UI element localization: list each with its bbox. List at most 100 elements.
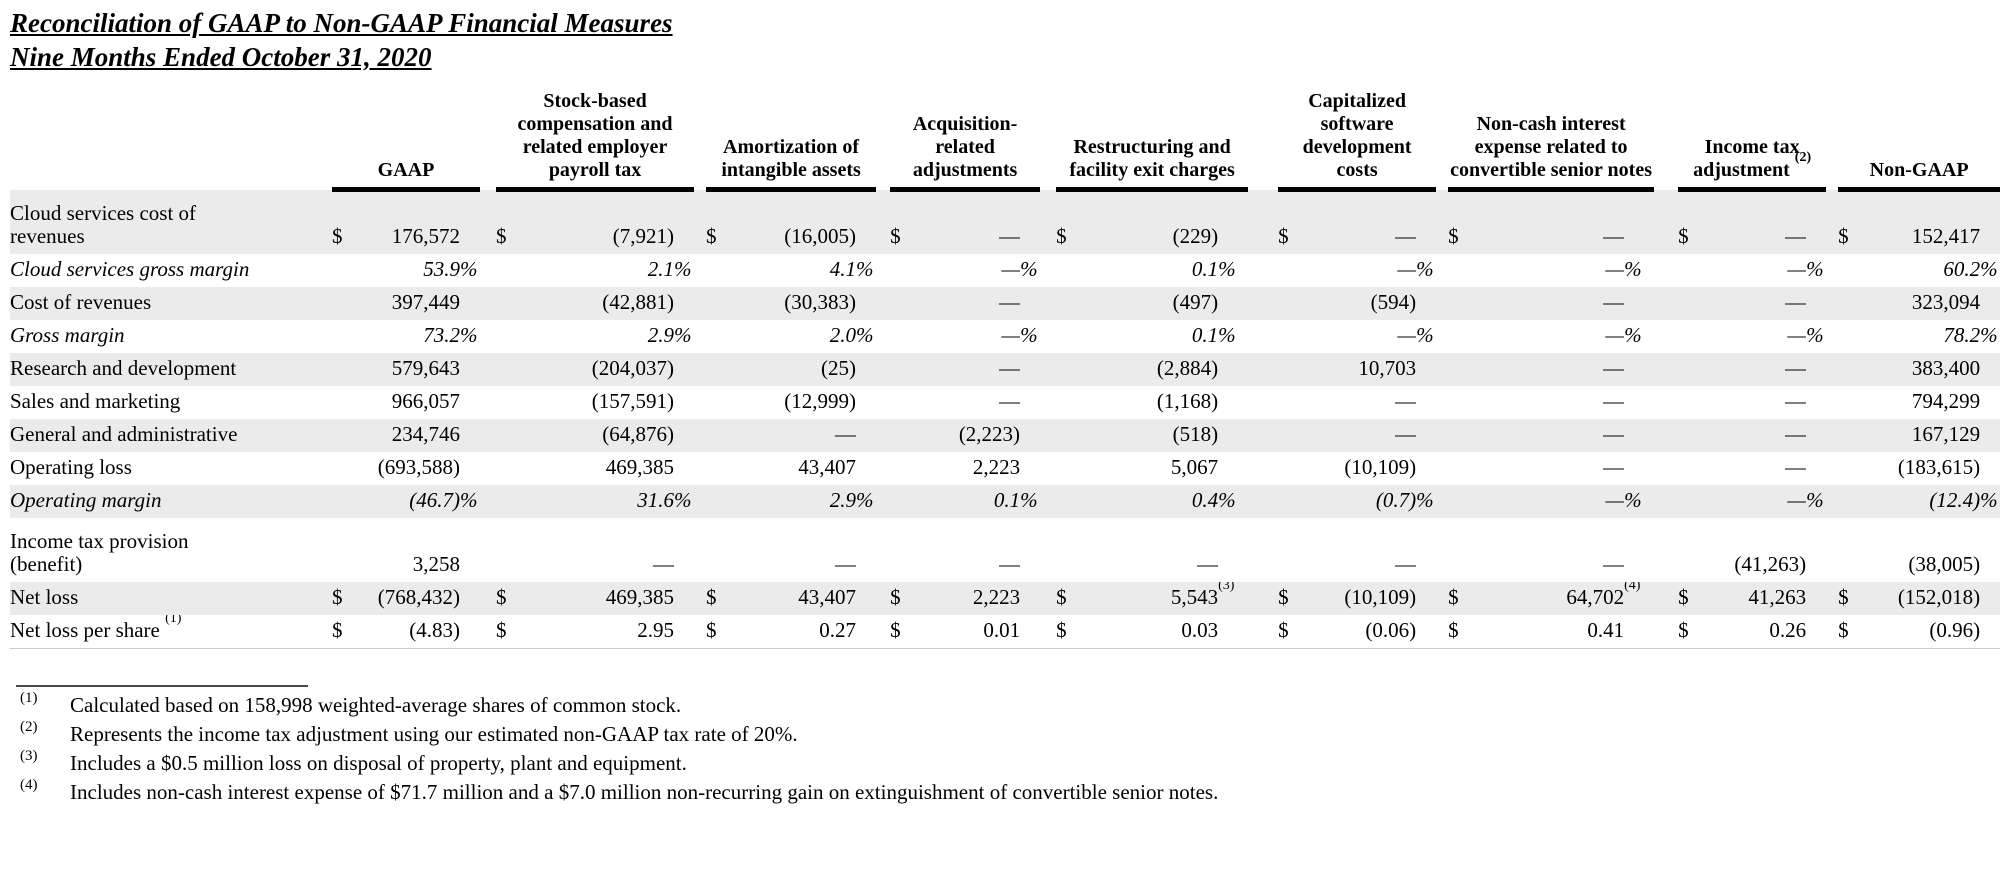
currency-cell	[332, 320, 358, 353]
currency-cell: $	[332, 581, 358, 615]
amount-cell: (594)	[1304, 286, 1417, 320]
amount-cell: (30,383)	[732, 286, 857, 320]
note-cell	[1416, 581, 1437, 615]
currency-cell	[1056, 418, 1083, 452]
currency-cell	[706, 484, 733, 518]
column-gap	[480, 581, 497, 615]
column-gap	[1654, 254, 1678, 287]
currency-cell	[332, 286, 358, 320]
amount-cell: —	[1785, 454, 1807, 479]
note-cell	[674, 581, 695, 615]
footnote-marker: (3)	[20, 747, 38, 764]
currency-cell	[1278, 286, 1305, 320]
column-gap	[876, 254, 890, 287]
note-cell	[1806, 286, 1827, 320]
column-gap	[1654, 581, 1679, 615]
currency-cell	[1678, 484, 1705, 518]
amount-cell: —	[1605, 322, 1625, 347]
column-gap	[1826, 581, 1839, 615]
amount-cell: 469,385	[605, 454, 675, 479]
column-gap	[1654, 614, 1679, 649]
currency-cell: $	[706, 614, 733, 649]
currency-cell	[1678, 452, 1704, 485]
currency-cell	[890, 484, 917, 518]
column-gap	[1826, 189, 1839, 254]
amount-cell: 152,417	[1864, 189, 1981, 254]
column-gap	[876, 386, 890, 419]
note-cell	[460, 286, 481, 320]
amount-cell: —	[653, 551, 675, 576]
footnote-divider	[16, 684, 308, 687]
amount-cell: (12,999)	[784, 388, 857, 413]
column-gap	[1248, 386, 1278, 419]
currency-cell	[1278, 418, 1305, 452]
column-header-income-tax-adj: Income tax adjustment (2)	[1678, 90, 1827, 192]
column-gap	[694, 418, 707, 452]
note-cell	[1218, 452, 1248, 485]
note-cell	[1980, 286, 2000, 320]
percent-sign-cell: %	[1980, 322, 1998, 347]
currency-cell: $	[1448, 581, 1475, 615]
column-gap	[1248, 320, 1278, 353]
note-cell	[1624, 452, 1654, 485]
note-cell	[1416, 418, 1437, 452]
note-cell	[674, 189, 695, 254]
percent-sign-cell: %	[1218, 484, 1249, 518]
column-gap	[320, 452, 332, 485]
currency-cell	[1448, 484, 1475, 518]
column-gap	[1248, 581, 1279, 615]
currency-cell	[1278, 484, 1305, 518]
footnote: (4) Includes non-cash interest expense of…	[10, 777, 1996, 807]
column-gap	[1436, 518, 1448, 582]
currency-cell: $	[1838, 189, 1865, 254]
amount-cell: 2.95	[522, 614, 675, 649]
amount-cell: 78.2	[1943, 322, 1981, 347]
column-gap	[1654, 386, 1678, 419]
amount-cell: —	[1605, 256, 1625, 281]
percent-sign-cell: %	[1980, 256, 1998, 281]
note-cell	[1020, 418, 1041, 452]
column-gap	[320, 286, 332, 320]
amount-cell: (204,037)	[522, 352, 675, 386]
column-header-amortization: Amortization of intangible assets	[706, 90, 877, 192]
percent-sign-cell: %	[1806, 484, 1827, 518]
amount-cell: —	[1785, 388, 1807, 413]
column-gap	[1248, 90, 1278, 190]
percent-sign-cell: %	[1806, 256, 1824, 281]
note-cell	[856, 452, 876, 485]
currency-cell: $	[1448, 189, 1475, 254]
amount-cell: 41,263	[1704, 581, 1807, 615]
amount-cell: (12.4)	[1864, 484, 1981, 518]
currency-cell	[1278, 320, 1304, 353]
note-cell	[1416, 286, 1437, 320]
column-gap	[876, 286, 891, 320]
currency-cell	[496, 352, 523, 386]
note-cell	[1806, 386, 1826, 419]
amount-cell: (25)	[732, 352, 857, 386]
currency-cell	[332, 518, 358, 582]
currency-cell: $	[1278, 581, 1305, 615]
currency-cell	[1278, 386, 1304, 419]
currency-cell	[1056, 386, 1082, 419]
amount-cell: (152,018)	[1864, 581, 1981, 615]
column-gap	[480, 352, 497, 386]
note-cell	[856, 518, 876, 582]
amount-cell: 0.4	[1082, 484, 1219, 518]
currency-cell	[1278, 518, 1304, 582]
percent-sign-cell: %	[674, 322, 692, 347]
currency-cell	[332, 452, 358, 485]
percent-sign-cell: %	[1218, 322, 1236, 347]
amount-cell: —	[916, 286, 1021, 320]
column-gap	[1826, 418, 1839, 452]
column-gap	[1248, 189, 1279, 254]
note-cell	[674, 286, 695, 320]
document-subtitle: Nine Months Ended October 31, 2020	[10, 42, 432, 72]
currency-cell	[332, 254, 358, 287]
amount-cell: (41,263)	[1734, 551, 1807, 576]
amount-cell: —	[1704, 484, 1807, 518]
amount-cell: (42,881)	[522, 286, 675, 320]
note-cell	[856, 352, 877, 386]
amount-cell: (64,876)	[522, 418, 675, 452]
column-gap	[694, 518, 706, 582]
currency-cell: $	[1056, 189, 1083, 254]
